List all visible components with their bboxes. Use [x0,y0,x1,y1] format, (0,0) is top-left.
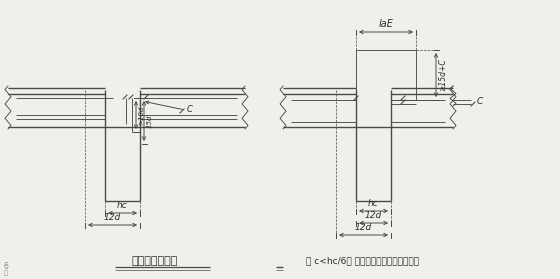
Text: 12d: 12d [365,211,382,220]
Text: >10d: >10d [138,105,144,125]
Text: C: C [187,105,193,114]
Text: 12d: 12d [104,213,121,222]
Text: ≥15d+C: ≥15d+C [438,59,447,92]
Text: 非框梁中间支座: 非框梁中间支座 [132,256,178,266]
Text: laE: laE [379,19,394,29]
Text: 15d: 15d [147,114,152,128]
Text: 当 c<hc/6时 ，除注明外，纵筋可以直通: 当 c<hc/6时 ，除注明外，纵筋可以直通 [306,256,419,266]
Text: hc: hc [117,201,128,210]
Text: 6: 6 [4,262,9,271]
Text: 点: 点 [4,270,8,276]
Text: hc: hc [368,199,379,208]
Text: C: C [477,97,483,107]
Text: 12d: 12d [355,223,372,232]
